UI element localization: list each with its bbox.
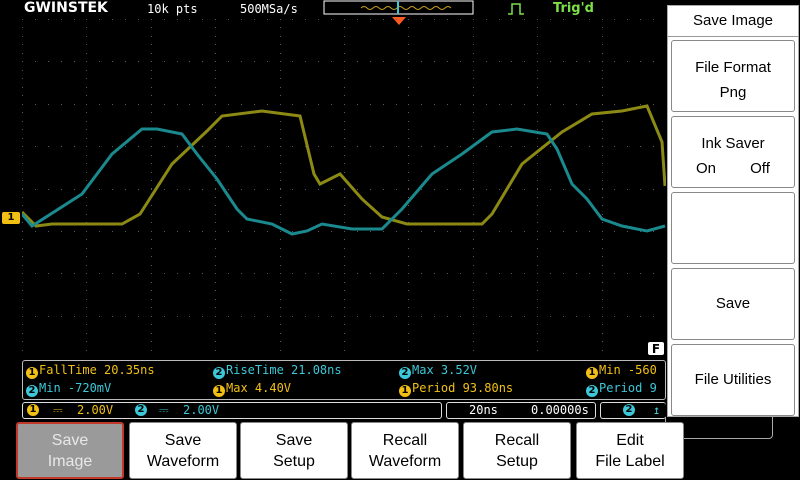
graticule (22, 19, 654, 351)
ch1-waveform (22, 104, 666, 228)
horizontal-position: 0.00000s (531, 403, 589, 417)
trigger-slope-icon: ↥ (653, 403, 661, 417)
ch2-scale: 2.00V (183, 403, 220, 417)
timebase-box[interactable]: 20ns 0.00000s (446, 402, 596, 419)
save-button[interactable]: Save (671, 268, 795, 340)
bottom-button-line2: Setup (496, 452, 538, 470)
bottom-button-line2: File Label (595, 452, 665, 470)
save-setup-tab[interactable]: Save Setup (240, 422, 348, 479)
ch1-scale: 2.00V (77, 403, 114, 417)
measurement-item: 2 Min -720mV (26, 381, 111, 397)
memory-overview-bar (323, 0, 474, 15)
save-image-tab[interactable]: Save Image (16, 422, 124, 479)
trigger-position-marker (392, 17, 406, 25)
sample-rate: 500MSa/s (240, 2, 298, 16)
math-function-marker: F (647, 341, 665, 356)
bottom-button-line1: Recall (382, 431, 428, 449)
ink-saver-off-option: Off (750, 160, 770, 177)
trigger-status: Trig'd (553, 1, 594, 16)
waveform-display[interactable] (22, 19, 666, 358)
measurement-item: 1 Period 93.80ns (399, 381, 513, 397)
side-menu: Save Image File Format Png Ink Saver On O… (667, 5, 799, 417)
ch1-badge: 1 (27, 404, 39, 416)
ink-saver-label: Ink Saver (701, 135, 765, 152)
bottom-button-line2: Waveform (368, 452, 442, 470)
brand-logo: GWINSTEK (24, 0, 108, 16)
dc-coupling-icon: ⎓ (53, 403, 63, 417)
measurement-item: 1 Max 4.40V (213, 381, 291, 397)
measurement-item: 2 RiseTime 21.08ns (213, 363, 342, 379)
file-format-button[interactable]: File Format Png (671, 40, 795, 112)
ch1-ground-marker[interactable]: 1 (2, 212, 20, 224)
ch2-waveform (22, 127, 666, 236)
side-menu-title: Save Image (668, 6, 798, 37)
bottom-button-line1: Save (164, 431, 202, 449)
bottom-button-line2: Setup (273, 452, 315, 470)
bottom-button-line1: Save (51, 431, 89, 449)
save-waveform-tab[interactable]: Save Waveform (129, 422, 237, 479)
timebase-scale: 20ns (469, 403, 498, 417)
trigger-source-badge: 2 (623, 404, 635, 416)
bottom-button-line1: Save (275, 431, 313, 449)
file-format-label: File Format (695, 59, 771, 76)
top-bar: GWINSTEK 10k pts 500MSa/s Trig'd (0, 0, 800, 18)
dc-coupling-icon: ⎓ (159, 403, 169, 417)
ink-saver-on-option: On (695, 160, 716, 177)
empty-side-button (671, 192, 795, 264)
bottom-button-line2: Waveform (146, 452, 220, 470)
trigger-info-box[interactable]: 2 ↥ (600, 402, 666, 419)
bottom-button-line1: Recall (494, 431, 540, 449)
measurement-panel: 1 FallTime 20.35ns 2 RiseTime 21.08ns 2 Max… (22, 360, 666, 400)
measurement-item: 2 Max 3.52V (399, 363, 477, 379)
ink-saver-button[interactable]: Ink Saver On Off (671, 116, 795, 188)
channel-scale-box[interactable]: 1 ⎓ 2.00V 2 ⎓ 2.00V (22, 402, 442, 419)
measurement-item: 2 Period 9 (586, 381, 657, 397)
record-length: 10k pts (147, 2, 198, 16)
measurement-item: 1 Min -560 (586, 363, 657, 379)
trigger-edge-icon (508, 3, 524, 15)
file-utilities-button[interactable]: File Utilities (671, 344, 795, 416)
file-format-value: Png (719, 84, 747, 101)
recall-waveform-tab[interactable]: Recall Waveform (351, 422, 459, 479)
bottom-button-line2: Image (47, 452, 93, 470)
measurement-item: 1 FallTime 20.35ns (26, 363, 155, 379)
recall-setup-tab[interactable]: Recall Setup (463, 422, 571, 479)
edit-file-label-tab[interactable]: Edit File Label (576, 422, 684, 479)
bottom-button-line1: Edit (616, 431, 644, 449)
ch2-badge: 2 (135, 404, 147, 416)
